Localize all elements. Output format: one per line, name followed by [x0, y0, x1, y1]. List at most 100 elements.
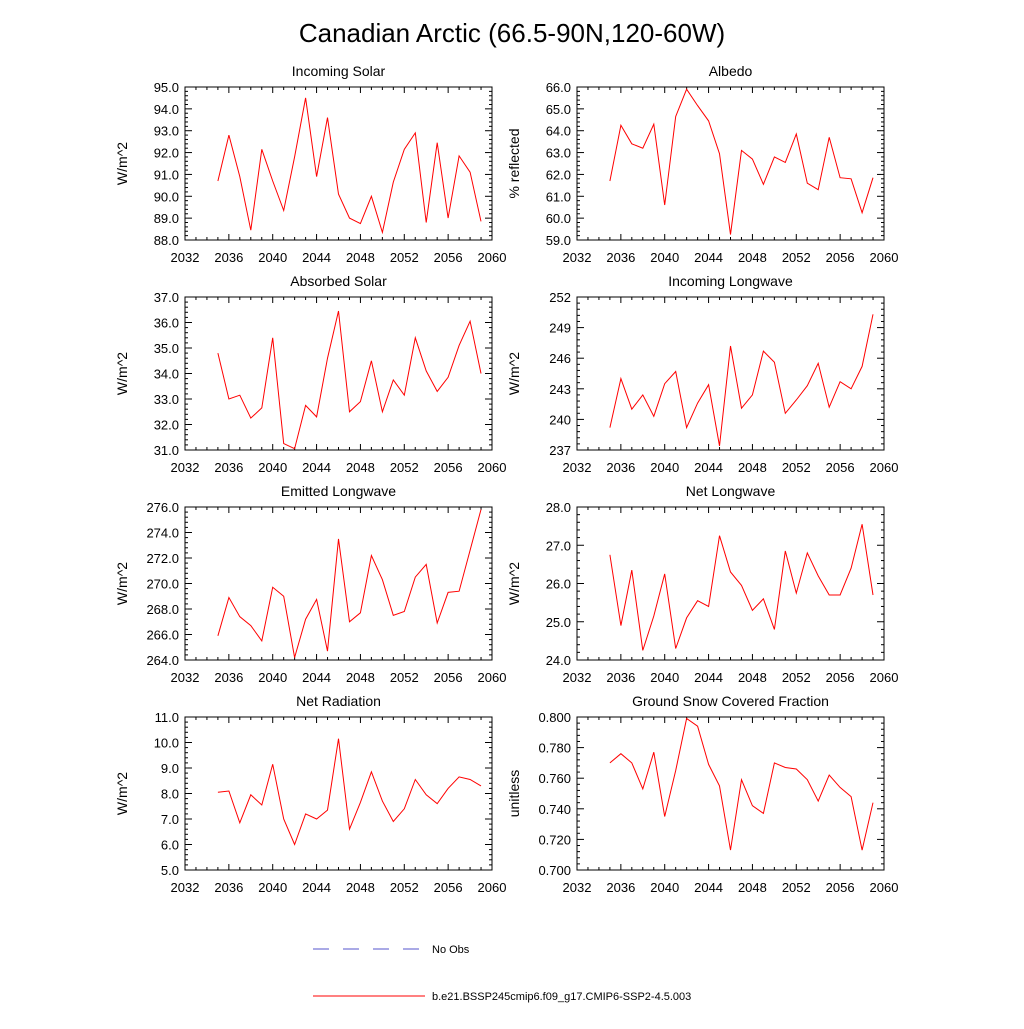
x-tick-label: 2032 — [563, 670, 592, 685]
x-tick-label: 2056 — [826, 880, 855, 895]
panel-4: Emitted Longwave W/m^2 2032 2036 2040 2044 204… — [114, 483, 506, 685]
series-line — [217, 97, 482, 235]
y-tick-label: 26.0 — [546, 577, 571, 592]
y-tick-label: 240 — [549, 412, 571, 427]
series-line — [609, 717, 874, 851]
figure-title: Canadian Arctic (66.5-90N,120-60W) — [299, 18, 725, 48]
x-tick-label: 2040 — [258, 880, 287, 895]
y-tick-label: 266.0 — [146, 628, 179, 643]
x-tick-label: 2044 — [694, 670, 723, 685]
x-tick-label: 2032 — [563, 460, 592, 475]
x-tick-label: 2056 — [826, 670, 855, 685]
series-line — [217, 738, 482, 846]
x-tick-label: 2040 — [650, 670, 679, 685]
x-tick-label: 2044 — [694, 250, 723, 265]
x-tick-label: 2056 — [826, 250, 855, 265]
x-tick-label: 2052 — [782, 880, 811, 895]
y-tick-label: 34.0 — [154, 367, 179, 382]
y-tick-label: 0.780 — [538, 741, 571, 756]
x-tick-label: 2036 — [606, 250, 635, 265]
x-tick-label: 2060 — [478, 670, 507, 685]
x-tick-label: 2060 — [478, 460, 507, 475]
y-tick-label: 264.0 — [146, 653, 179, 668]
y-axis-label: W/m^2 — [114, 772, 130, 815]
y-tick-label: 28.0 — [546, 500, 571, 515]
panel-title: Net Longwave — [686, 483, 776, 499]
x-tick-label: 2052 — [782, 250, 811, 265]
y-tick-label: 59.0 — [546, 233, 571, 248]
x-tick-label: 2032 — [171, 460, 200, 475]
y-axis-label: W/m^2 — [506, 562, 522, 605]
panel-1: Albedo % reflected 2032 2036 2040 2044 2048 205… — [506, 63, 898, 265]
x-tick-label: 2032 — [171, 670, 200, 685]
x-tick-label: 2048 — [346, 460, 375, 475]
y-tick-label: 268.0 — [146, 602, 179, 617]
panel-title: Incoming Solar — [292, 63, 386, 79]
plot-frame — [184, 296, 493, 451]
x-tick-label: 2048 — [738, 250, 767, 265]
series-line — [609, 314, 874, 446]
plot-frame — [576, 296, 885, 451]
panel-0: Incoming Solar W/m^2 2032 2036 2040 2044 2048 2… — [114, 63, 506, 265]
panel-2: Absorbed Solar W/m^2 2032 2036 2040 2044 2048 2… — [114, 273, 506, 475]
plot-frame — [184, 86, 493, 241]
x-tick-label: 2036 — [606, 460, 635, 475]
panel-title: Emitted Longwave — [281, 483, 396, 499]
y-tick-label: 11.0 — [155, 710, 179, 725]
x-tick-label: 2060 — [870, 670, 899, 685]
x-tick-label: 2048 — [738, 670, 767, 685]
x-tick-label: 2040 — [650, 460, 679, 475]
y-tick-label: 8.0 — [161, 787, 179, 802]
y-tick-label: 249 — [549, 321, 571, 336]
y-tick-label: 93.0 — [154, 124, 179, 139]
x-tick-label: 2036 — [214, 460, 243, 475]
x-tick-label: 2052 — [782, 670, 811, 685]
plot-frame — [576, 86, 885, 241]
panel-7: Ground Snow Covered Fraction unitless 2032… — [506, 693, 898, 895]
y-tick-label: 92.0 — [154, 146, 179, 161]
legend-no-obs-label: No Obs — [432, 944, 470, 956]
y-axis-label: W/m^2 — [506, 352, 522, 395]
y-tick-label: 274.0 — [146, 526, 179, 541]
y-tick-label: 88.0 — [154, 233, 179, 248]
y-tick-label: 270.0 — [146, 577, 179, 592]
y-tick-label: 64.0 — [546, 124, 571, 139]
x-tick-label: 2044 — [694, 880, 723, 895]
legend-model-label: b.e21.BSSP245cmip6.f09_g17.CMIP6-SSP2-4.… — [432, 991, 691, 1003]
y-tick-label: 36.0 — [154, 316, 179, 331]
x-tick-label: 2052 — [390, 460, 419, 475]
y-axis-label: W/m^2 — [114, 562, 130, 605]
x-tick-label: 2056 — [434, 670, 463, 685]
x-tick-label: 2032 — [563, 880, 592, 895]
x-tick-label: 2044 — [302, 670, 331, 685]
x-tick-label: 2052 — [390, 880, 419, 895]
x-tick-label: 2060 — [870, 880, 899, 895]
series-line — [217, 310, 482, 450]
x-tick-label: 2044 — [694, 460, 723, 475]
y-tick-label: 6.0 — [161, 838, 179, 853]
y-tick-label: 35.0 — [154, 341, 179, 356]
y-tick-label: 95.0 — [154, 80, 179, 95]
y-tick-label: 90.0 — [154, 189, 179, 204]
x-tick-label: 2052 — [782, 460, 811, 475]
y-tick-label: 5.0 — [161, 863, 179, 878]
panel-3: Incoming Longwave W/m^2 2032 2036 2040 2044 20… — [506, 273, 898, 475]
x-tick-label: 2036 — [606, 670, 635, 685]
y-tick-label: 32.0 — [154, 418, 179, 433]
panel-title: Albedo — [709, 63, 753, 79]
y-tick-label: 33.0 — [154, 392, 179, 407]
y-tick-label: 276.0 — [146, 500, 179, 515]
x-tick-label: 2036 — [214, 250, 243, 265]
x-tick-label: 2060 — [870, 460, 899, 475]
y-tick-label: 10.0 — [154, 736, 179, 751]
panel-title: Incoming Longwave — [668, 273, 793, 289]
y-tick-label: 37.0 — [154, 290, 179, 305]
y-tick-label: 62.0 — [546, 167, 571, 182]
y-tick-label: 60.0 — [546, 211, 571, 226]
series-line — [609, 88, 874, 235]
y-tick-label: 246 — [549, 351, 571, 366]
x-tick-label: 2060 — [870, 250, 899, 265]
y-tick-label: 63.0 — [546, 146, 571, 161]
x-tick-label: 2048 — [738, 460, 767, 475]
